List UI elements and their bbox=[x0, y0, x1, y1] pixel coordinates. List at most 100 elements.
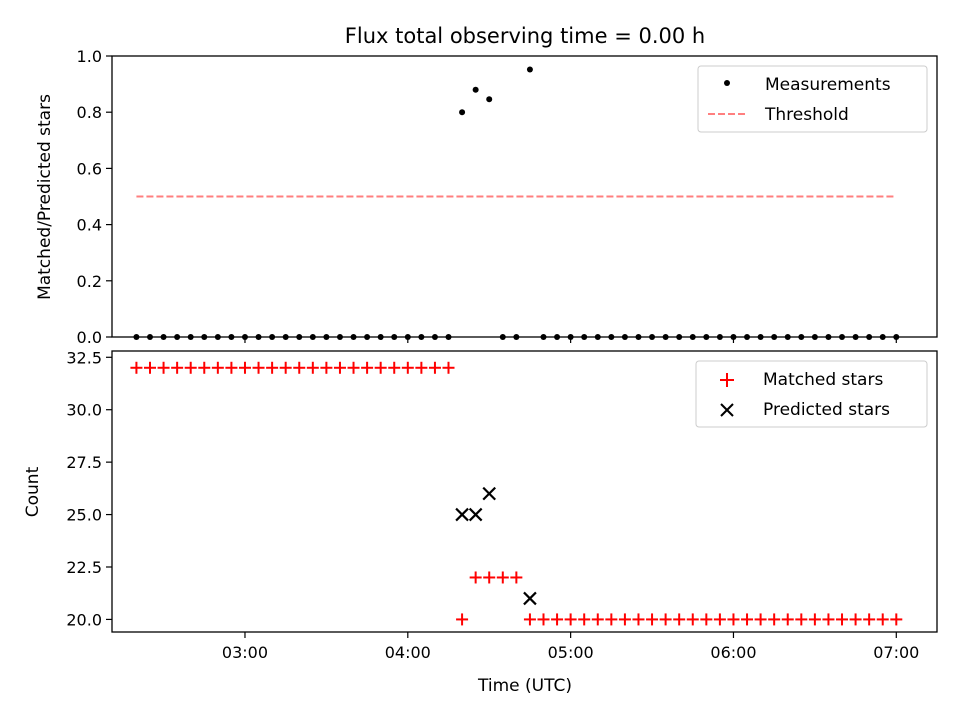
x-tick-label: 04:00 bbox=[385, 643, 431, 662]
data-point-measurements bbox=[784, 334, 791, 340]
y-tick-label: 0.2 bbox=[77, 272, 102, 291]
y-axis-ticks: 20.0 22.5 25.0 27.5 30.0 32.5 bbox=[66, 348, 112, 629]
y-axis-label: Count bbox=[23, 466, 43, 517]
data-point-matched-stars bbox=[781, 613, 794, 626]
data-point-measurements bbox=[730, 334, 737, 340]
data-point-matched-stars bbox=[306, 361, 319, 374]
legend: Matched stars Predicted stars bbox=[695, 360, 928, 428]
data-point-predicted-stars bbox=[468, 507, 483, 522]
data-point-matched-stars bbox=[198, 361, 211, 374]
data-point-measurements bbox=[893, 334, 900, 340]
y-tick-label: 32.5 bbox=[66, 348, 102, 367]
data-point-measurements bbox=[852, 334, 859, 340]
series-layer bbox=[133, 66, 900, 340]
data-point-matched-stars bbox=[130, 361, 143, 374]
panel-counts: 20.0 22.5 25.0 27.5 30.0 32.5 03:00 04:00 05:00… bbox=[23, 348, 938, 696]
data-point-matched-stars bbox=[741, 613, 754, 626]
data-point-measurements bbox=[866, 334, 873, 340]
data-point-matched-stars bbox=[483, 571, 496, 584]
data-point-matched-stars bbox=[795, 613, 808, 626]
data-point-measurements bbox=[581, 334, 588, 340]
data-point-measurements bbox=[811, 334, 818, 340]
x-tick-label: 05:00 bbox=[548, 643, 594, 662]
data-point-measurements bbox=[472, 86, 479, 93]
data-point-matched-stars bbox=[564, 613, 577, 626]
data-point-measurements bbox=[336, 334, 343, 340]
data-point-matched-stars bbox=[768, 613, 781, 626]
data-point-matched-stars bbox=[388, 361, 401, 374]
plot-area-frame bbox=[111, 55, 938, 338]
x-tick-label: 07:00 bbox=[873, 643, 919, 662]
data-point-measurements bbox=[499, 334, 506, 340]
legend-frame bbox=[695, 360, 928, 428]
data-point-matched-stars bbox=[659, 613, 672, 626]
panel-ratio: 0.0 0.2 0.4 0.6 0.8 1.0 Matched/Predicted sta… bbox=[35, 47, 938, 347]
data-point-matched-stars bbox=[727, 613, 740, 626]
data-point-matched-stars bbox=[578, 613, 591, 626]
data-point-matched-stars bbox=[293, 361, 306, 374]
data-point-measurements bbox=[635, 334, 642, 340]
x-tick-label: 06:00 bbox=[710, 643, 756, 662]
legend-label-threshold: Threshold bbox=[764, 105, 849, 125]
plot-area-frame bbox=[111, 350, 938, 633]
data-point-measurements bbox=[241, 334, 248, 340]
data-point-matched-stars bbox=[876, 613, 889, 626]
legend-marker-measurements bbox=[724, 80, 730, 86]
data-point-measurements bbox=[201, 334, 208, 340]
data-point-measurements bbox=[621, 334, 628, 340]
data-point-matched-stars bbox=[808, 613, 821, 626]
legend-label-measurements: Measurements bbox=[765, 75, 891, 95]
data-point-measurements bbox=[445, 334, 452, 340]
data-point-matched-stars bbox=[456, 613, 469, 626]
data-point-measurements bbox=[567, 334, 574, 340]
data-point-matched-stars bbox=[523, 613, 536, 626]
data-point-measurements bbox=[418, 334, 425, 340]
y-tick-label: 1.0 bbox=[77, 47, 102, 66]
y-tick-label: 20.0 bbox=[66, 610, 102, 629]
data-point-measurements bbox=[757, 334, 764, 340]
data-point-matched-stars bbox=[591, 613, 604, 626]
data-point-measurements bbox=[364, 334, 371, 340]
y-tick-label: 0.0 bbox=[77, 328, 102, 347]
data-point-measurements bbox=[513, 334, 520, 340]
data-point-matched-stars bbox=[605, 613, 618, 626]
data-point-matched-stars bbox=[469, 571, 482, 584]
data-point-matched-stars bbox=[890, 613, 903, 626]
data-point-matched-stars bbox=[143, 361, 156, 374]
data-point-measurements bbox=[526, 66, 533, 73]
data-point-matched-stars bbox=[157, 361, 170, 374]
data-point-predicted-stars bbox=[455, 507, 469, 522]
data-point-matched-stars bbox=[551, 613, 564, 626]
legend-marker-predicted-stars bbox=[720, 403, 734, 417]
legend-marker-matched-stars bbox=[720, 373, 734, 387]
x-axis-ticks: 03:00 04:00 05:00 06:00 07:00 bbox=[222, 632, 919, 662]
data-point-measurements bbox=[798, 334, 805, 340]
data-point-measurements bbox=[309, 334, 316, 340]
data-point-matched-stars bbox=[822, 613, 835, 626]
y-tick-label: 22.5 bbox=[66, 558, 102, 577]
legend-frame bbox=[697, 65, 928, 133]
data-point-measurements bbox=[146, 334, 153, 340]
data-point-measurements bbox=[282, 334, 289, 340]
data-point-measurements bbox=[459, 109, 466, 116]
data-point-measurements bbox=[486, 96, 493, 103]
x-tick-label: 03:00 bbox=[222, 643, 268, 662]
data-point-matched-stars bbox=[510, 571, 523, 584]
data-point-measurements bbox=[296, 334, 303, 340]
data-point-measurements bbox=[662, 334, 669, 340]
data-point-matched-stars bbox=[171, 361, 184, 374]
data-point-measurements bbox=[269, 334, 276, 340]
data-point-measurements bbox=[431, 334, 438, 340]
data-point-matched-stars bbox=[849, 613, 862, 626]
data-point-measurements bbox=[716, 334, 723, 340]
data-point-matched-stars bbox=[361, 361, 374, 374]
data-point-measurements bbox=[160, 334, 167, 340]
data-point-matched-stars bbox=[401, 361, 414, 374]
data-point-matched-stars bbox=[618, 613, 631, 626]
data-point-matched-stars bbox=[686, 613, 699, 626]
data-point-matched-stars bbox=[836, 613, 849, 626]
data-point-measurements bbox=[323, 334, 330, 340]
data-point-measurements bbox=[825, 334, 832, 340]
data-point-measurements bbox=[594, 334, 601, 340]
data-point-matched-stars bbox=[374, 361, 387, 374]
